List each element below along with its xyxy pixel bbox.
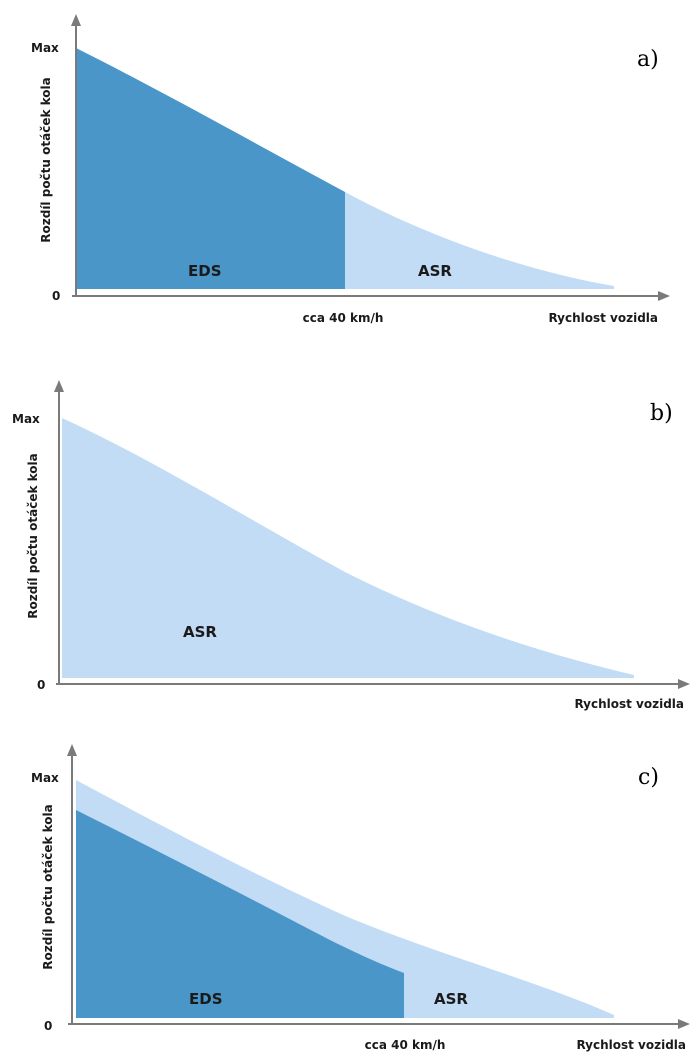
- panel-letter: c): [638, 765, 659, 790]
- y-max-label: Max: [12, 412, 40, 426]
- asr-region: [62, 418, 634, 678]
- x-axis-label: Rychlost vozidla: [574, 697, 684, 711]
- asr-label: ASR: [434, 990, 468, 1008]
- y-max-label: Max: [31, 41, 59, 55]
- eds-region: [76, 48, 345, 289]
- panel-c: Max 0 Rozdíl počtu otáček kola EDS ASR c…: [31, 744, 690, 1052]
- panel-a: Max 0 Rozdíl počtu otáček kola EDS ASR c…: [31, 14, 670, 325]
- y-axis-label: Rozdíl počtu otáček kola: [39, 77, 53, 242]
- x-axis-arrow: [678, 679, 690, 689]
- panel-b: Max 0 Rozdíl počtu otáček kola ASR Rychl…: [12, 380, 690, 711]
- panel-letter: b): [650, 401, 673, 426]
- y-axis-label: Rozdíl počtu otáček kola: [41, 804, 55, 969]
- x-marker-label: cca 40 km/h: [365, 1038, 446, 1052]
- y-zero-label: 0: [52, 289, 60, 303]
- y-max-label: Max: [31, 771, 59, 785]
- x-marker-label: cca 40 km/h: [303, 311, 384, 325]
- x-axis-label: Rychlost vozidla: [576, 1038, 686, 1052]
- x-axis-label: Rychlost vozidla: [548, 311, 658, 325]
- eds-region: [76, 810, 404, 1018]
- y-axis-arrow: [71, 14, 81, 26]
- y-axis-arrow: [67, 744, 77, 756]
- y-axis-label: Rozdíl počtu otáček kola: [26, 453, 40, 618]
- eds-label: EDS: [188, 262, 222, 280]
- asr-label: ASR: [183, 623, 217, 641]
- y-zero-label: 0: [37, 678, 45, 692]
- asr-label: ASR: [418, 262, 452, 280]
- panel-letter: a): [637, 47, 659, 72]
- x-axis-arrow: [658, 291, 670, 301]
- y-axis-arrow: [54, 380, 64, 392]
- eds-label: EDS: [189, 990, 223, 1008]
- y-zero-label: 0: [44, 1019, 52, 1033]
- x-axis-arrow: [678, 1019, 690, 1029]
